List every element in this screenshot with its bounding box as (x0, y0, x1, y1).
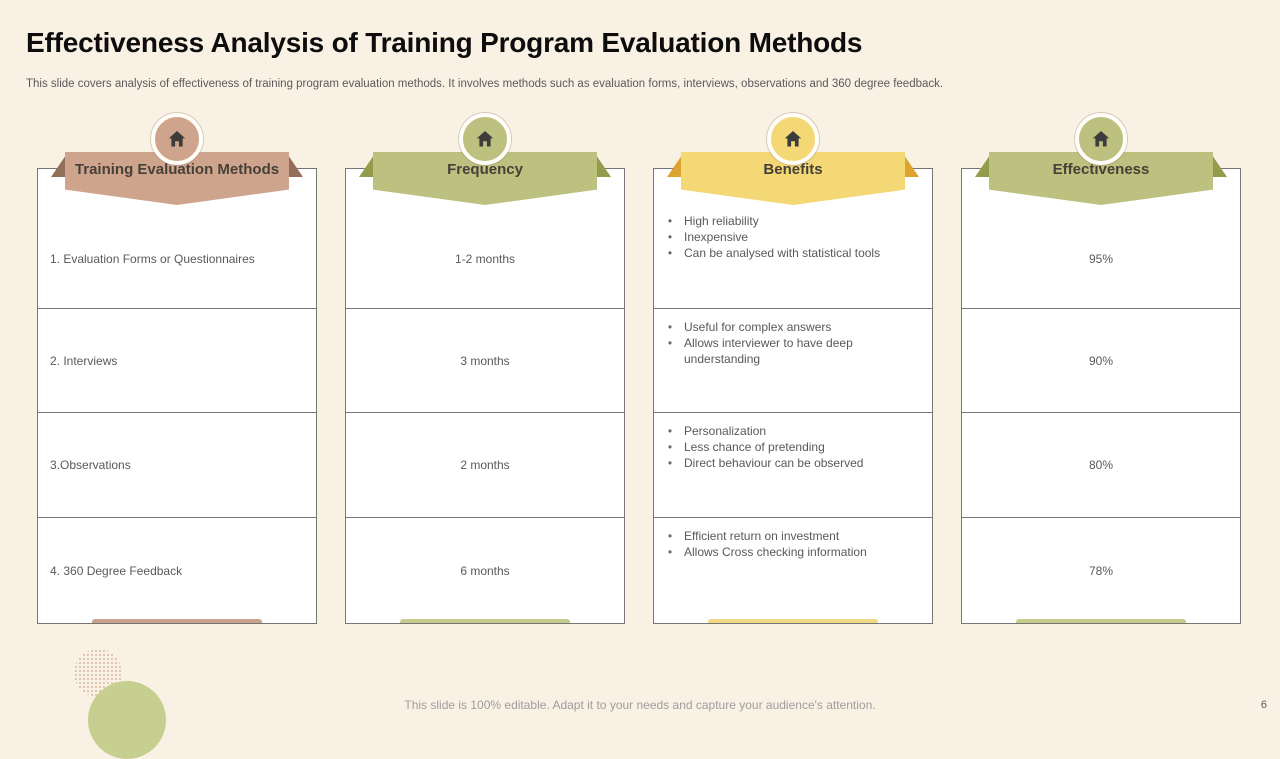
bullet-icon: • (667, 424, 673, 438)
table-row: 2 months (346, 412, 624, 517)
cell-text: 95% (1088, 251, 1114, 266)
bullet-text: Inexpensive (684, 230, 749, 244)
bullet-item: • High reliability (666, 213, 922, 229)
methods-table: 1. Evaluation Forms or Questionnaires 2.… (37, 168, 317, 624)
cell-text: 6 months (460, 563, 510, 578)
bullet-icon: • (667, 214, 673, 228)
bullet-item: • Allows Cross checking information (666, 544, 922, 560)
bullet-item: • Useful for complex answers (666, 319, 922, 335)
bullet-icon: • (667, 529, 673, 543)
effectiveness-table: 95% 90% 80% 78% (961, 168, 1241, 624)
bullet-item: • Less chance of pretending (666, 439, 922, 455)
table-row: 1-2 months (346, 169, 624, 308)
editable-note: This slide is 100% editable. Adapt it to… (404, 698, 876, 712)
benefits-table: • High reliability • Inexpensive • Can be a… (653, 168, 933, 624)
table-row: 80% (962, 412, 1240, 517)
bullet-text: Personalization (684, 424, 767, 438)
table-row: • Personalization • Less chance of pretend… (654, 412, 932, 517)
bullet-icon: • (667, 246, 673, 260)
cell-text: 2. Interviews (50, 353, 118, 368)
table-row: • Useful for complex answers • Allows inte… (654, 308, 932, 412)
cell-text: 3.Observations (50, 458, 131, 472)
bullet-text: High reliability (684, 214, 759, 228)
home-icon (1075, 113, 1127, 165)
bullet-item: • Inexpensive (666, 229, 922, 245)
column-header-ribbon: Benefits (667, 152, 919, 205)
home-icon (767, 113, 819, 165)
bullet-item: • Allows interviewer to have deep underst… (666, 335, 922, 367)
bullet-text: Allows interviewer to have deep understa… (684, 336, 853, 366)
table-row: 3.Observations (38, 412, 316, 517)
slide-subtitle: This slide covers analysis of effectiven… (26, 78, 944, 90)
cell-text: 3 months (460, 353, 510, 368)
bullet-icon: • (667, 440, 673, 454)
table-row: • High reliability • Inexpensive • Can be a… (654, 169, 932, 308)
table-row: • Efficient return on investment • Allows … (654, 517, 932, 623)
bullet-text: Useful for complex answers (684, 320, 832, 334)
bullet-text: Efficient return on investment (684, 529, 840, 543)
cell-text: 4. 360 Degree Feedback (50, 563, 183, 578)
column-header-ribbon: Frequency (359, 152, 611, 205)
table-row: 1. Evaluation Forms or Questionnaires (38, 169, 316, 308)
cell-text: 80% (1088, 458, 1114, 472)
table-accent-bar (400, 619, 570, 623)
home-icon (459, 113, 511, 165)
table-row: 90% (962, 308, 1240, 412)
bullet-item: • Personalization (666, 423, 922, 439)
home-icon (151, 113, 203, 165)
table-row: 4. 360 Degree Feedback (38, 517, 316, 623)
table-row: 78% (962, 517, 1240, 623)
green-circle-decoration (88, 681, 166, 759)
table-row: 3 months (346, 308, 624, 412)
bullet-text: Direct behaviour can be observed (684, 456, 864, 470)
bullet-text: Less chance of pretending (684, 440, 825, 454)
table-accent-bar (92, 619, 262, 623)
bullet-icon: • (667, 336, 673, 350)
page-number: 6 (1260, 699, 1267, 711)
frequency-table: 1-2 months 3 months 2 months 6 months (345, 168, 625, 624)
cell-text: 1. Evaluation Forms or Questionnaires (50, 251, 255, 266)
cell-text: 90% (1088, 353, 1114, 368)
table-row: 6 months (346, 517, 624, 623)
cell-text: 2 months (460, 458, 510, 472)
cell-text: 1-2 months (454, 251, 516, 266)
column-frequency: Frequency 1-2 months 3 months 2 months 6… (345, 100, 625, 645)
bullet-icon: • (667, 545, 673, 559)
bullet-text: Allows Cross checking information (684, 545, 867, 559)
page-title: Effectiveness Analysis of Training Progr… (26, 27, 863, 58)
bullet-icon: • (667, 230, 673, 244)
column-benefits: Benefits • High reliability • Inexpensive … (653, 100, 933, 645)
table-row: 2. Interviews (38, 308, 316, 412)
column-effectiveness: Effectiveness 95% 90% 80% 78% (961, 100, 1241, 645)
bullet-item: • Direct behaviour can be observed (666, 455, 922, 471)
table-accent-bar (1016, 619, 1186, 623)
bullet-item: • Efficient return on investment (666, 528, 922, 544)
bullet-icon: • (667, 320, 673, 334)
bullet-text: Can be analysed with statistical tools (684, 246, 881, 260)
bullet-icon: • (667, 456, 673, 470)
table-row: 95% (962, 169, 1240, 308)
cell-text: 78% (1088, 563, 1114, 578)
column-training-evaluation-methods: Training Evaluation Methods 1. Evaluatio… (37, 100, 317, 645)
bullet-item: • Can be analysed with statistical tools (666, 245, 922, 261)
table-accent-bar (708, 619, 878, 623)
